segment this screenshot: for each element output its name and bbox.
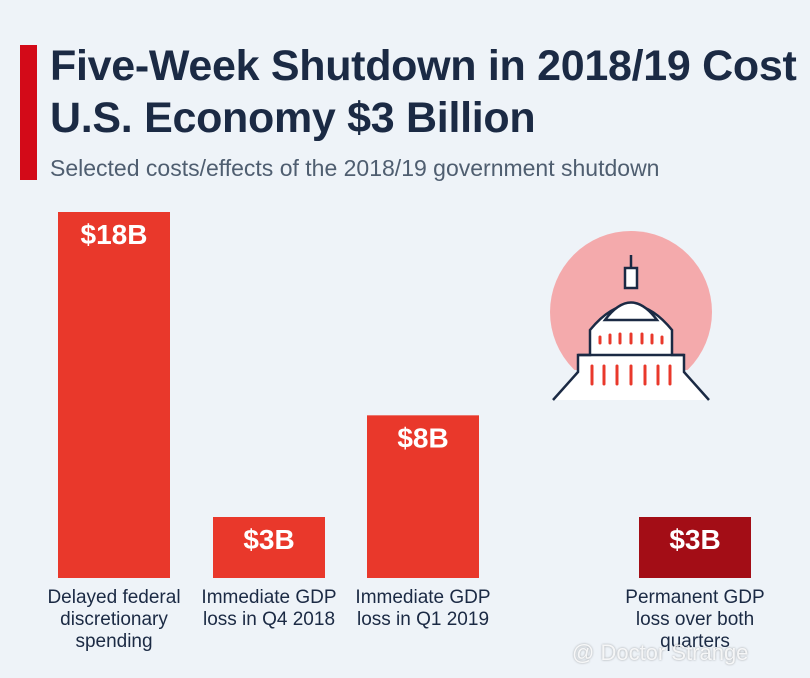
- chart-title: Five-Week Shutdown in 2018/19 Cost U.S. …: [50, 42, 797, 142]
- capitol-icon: [550, 231, 715, 410]
- category-label: Immediate GDP loss in Q1 2019: [355, 587, 491, 630]
- chart-subtitle: Selected costs/effects of the 2018/19 go…: [50, 155, 660, 181]
- bar: [367, 415, 479, 578]
- title-accent: [20, 45, 37, 180]
- value-label: $3B: [243, 524, 294, 555]
- category-label: Permanent GDP loss over both quarters: [625, 587, 765, 652]
- category-label: Delayed federal discretionary spending: [47, 587, 181, 652]
- category-label: Immediate GDP loss in Q4 2018: [201, 587, 337, 630]
- bar: [58, 212, 170, 578]
- watermark: @ Doctor Strange: [572, 640, 749, 665]
- value-label: $3B: [669, 524, 720, 555]
- bar: [213, 517, 325, 578]
- bar: [639, 517, 751, 578]
- value-label: $8B: [397, 422, 448, 453]
- value-label: $18B: [81, 219, 148, 250]
